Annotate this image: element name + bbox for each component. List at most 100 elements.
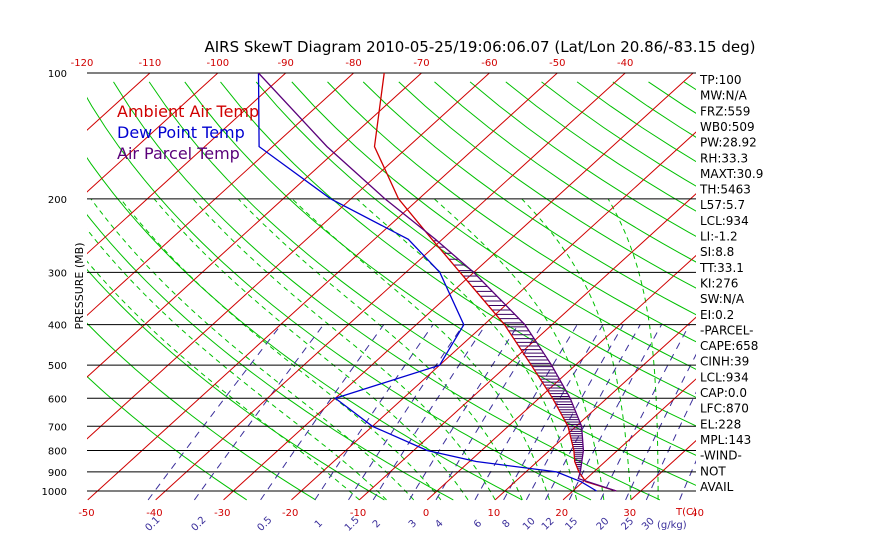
- mixing-ratio-line: [314, 324, 434, 501]
- mixing-ratio-line: [193, 324, 324, 501]
- dry-adiabat: [291, 81, 696, 370]
- isotherm: [767, 64, 870, 500]
- pressure-tick-label: 1000: [42, 487, 67, 498]
- legend-entry: Dew Point Temp: [117, 123, 245, 142]
- moist-adiabat: [521, 198, 632, 500]
- dry-adiabat: [87, 268, 385, 501]
- mixing-ratio-tick-label: 0.2: [190, 515, 209, 534]
- index-entry: EI:0.2: [700, 308, 734, 322]
- isotherm: [426, 254, 696, 501]
- isotherm: [87, 73, 219, 193]
- mixing-ratio-line: [147, 324, 282, 501]
- index-entry: LI:-1.2: [700, 230, 738, 244]
- index-entry: WB0:509: [700, 120, 755, 134]
- dry-adiabat: [398, 81, 696, 289]
- top-temp-tick-label: -40: [617, 58, 633, 69]
- legend-entry: Ambient Air Temp: [117, 102, 259, 121]
- top-temp-tick-label: -50: [549, 58, 565, 69]
- dry-adiabat: [505, 81, 696, 212]
- moist-adiabat: [192, 198, 496, 501]
- isotherm: [87, 73, 287, 255]
- mixing-ratio-line: [600, 324, 690, 501]
- bottom-temp-tick-label: -10: [350, 508, 366, 519]
- index-entry: TT:33.1: [699, 261, 744, 275]
- bottom-temp-tick-label: -50: [78, 508, 94, 519]
- index-entry: MW:N/A: [700, 89, 748, 103]
- mixing-ratio-tick-label: 0.5: [255, 515, 274, 534]
- moist-adiabat: [90, 198, 415, 501]
- index-entry: SI:8.8: [700, 245, 734, 259]
- series-line: [258, 73, 617, 492]
- top-temp-tick-labels: -120 -110 -100 -90 -80 -70 -60 -50 -40: [71, 58, 634, 69]
- y-axis-label: PRESSURE (MB): [73, 243, 86, 330]
- index-entry: SW:N/A: [700, 292, 745, 306]
- moist-adiabat: [433, 198, 605, 500]
- moist-adiabat: [87, 228, 387, 501]
- index-entry: MPL:143: [700, 433, 751, 447]
- isotherm: [87, 73, 559, 501]
- mixing-ratio-line: [503, 324, 604, 501]
- mixing-ratio-line: [372, 324, 487, 501]
- pressure-tick-label: 200: [48, 195, 67, 206]
- index-entry: LCL:934: [700, 370, 749, 384]
- dry-adiabat: [327, 81, 696, 343]
- pressure-tick-label: 400: [48, 321, 67, 332]
- dry-adiabat: [220, 81, 696, 427]
- mixing-ratio-line: [568, 324, 662, 501]
- index-entry: LFC:870: [700, 402, 749, 416]
- top-temp-tick-label: -60: [481, 58, 497, 69]
- index-entry: MAXT:30.9: [700, 167, 763, 181]
- mixing-ratio-tick-label: 12: [540, 516, 557, 533]
- series-line: [257, 73, 597, 492]
- mixing-ratio-line: [545, 324, 641, 501]
- mixing-ratio-tick-label: 10: [521, 516, 538, 533]
- dry-adiabat: [255, 81, 696, 398]
- index-entry: TH:5463: [699, 183, 751, 197]
- x-unit-label: T(C): [675, 507, 697, 518]
- bottom-temp-tick-label: 10: [488, 508, 501, 519]
- bottom-temp-tick-label: 0: [423, 508, 429, 519]
- top-temp-tick-label: -110: [139, 58, 162, 69]
- mixing-ratio-line: [348, 324, 464, 501]
- cape-hatching: [427, 233, 584, 473]
- mixing-ratio-tick-label: 2: [371, 518, 383, 530]
- bottom-temp-tick-label: -20: [282, 508, 298, 519]
- mixing-ratio-line: [408, 324, 519, 501]
- mixing-ratio-tick-label: 6: [472, 518, 484, 530]
- dry-adiabat: [87, 322, 316, 501]
- isotherm: [562, 378, 696, 501]
- pressure-tick-label: 100: [48, 69, 67, 80]
- index-entry: KI:276: [700, 276, 738, 290]
- moist-adiabat: [237, 198, 523, 501]
- mixing-ratio-tick-label: 3: [407, 518, 419, 530]
- legend-entry: Air Parcel Temp: [117, 144, 240, 163]
- dry-adiabat: [87, 375, 247, 501]
- bottom-temp-tick-labels: -50 -40 -30 -20 -10 0 10 20 30 40: [78, 508, 704, 519]
- index-entry: -WIND-: [700, 449, 742, 463]
- bottom-temp-tick-label: 40: [691, 508, 704, 519]
- isotherm: [291, 131, 696, 501]
- pressure-tick-label: 600: [48, 394, 67, 405]
- index-entry: NOT: [700, 464, 726, 478]
- profile-lines: [257, 73, 617, 492]
- index-entry: CINH:39: [700, 355, 749, 369]
- index-entry: CAPE:658: [700, 339, 758, 353]
- dry-adiabat: [434, 81, 696, 263]
- isotherm: [87, 73, 355, 317]
- top-temp-tick-label: -100: [206, 58, 229, 69]
- index-entry: CAP:0.0: [700, 386, 747, 400]
- top-temp-tick-label: -80: [345, 58, 361, 69]
- pressure-tick-label: 900: [48, 468, 67, 479]
- isobars: [87, 72, 696, 492]
- series-line: [373, 73, 617, 492]
- moist-adiabat: [120, 198, 442, 501]
- isotherm: [0, 64, 24, 500]
- mixing-ratio-tick-label: 4: [433, 518, 445, 530]
- isotherm: [223, 73, 694, 501]
- moist-adiabat: [153, 198, 469, 501]
- index-entry: LCL:934: [700, 214, 749, 228]
- legend: Ambient Air Temp Dew Point Temp Air Parcel…: [117, 102, 259, 163]
- pressure-tick-label: 500: [48, 361, 67, 372]
- moist-adiabat: [87, 260, 360, 501]
